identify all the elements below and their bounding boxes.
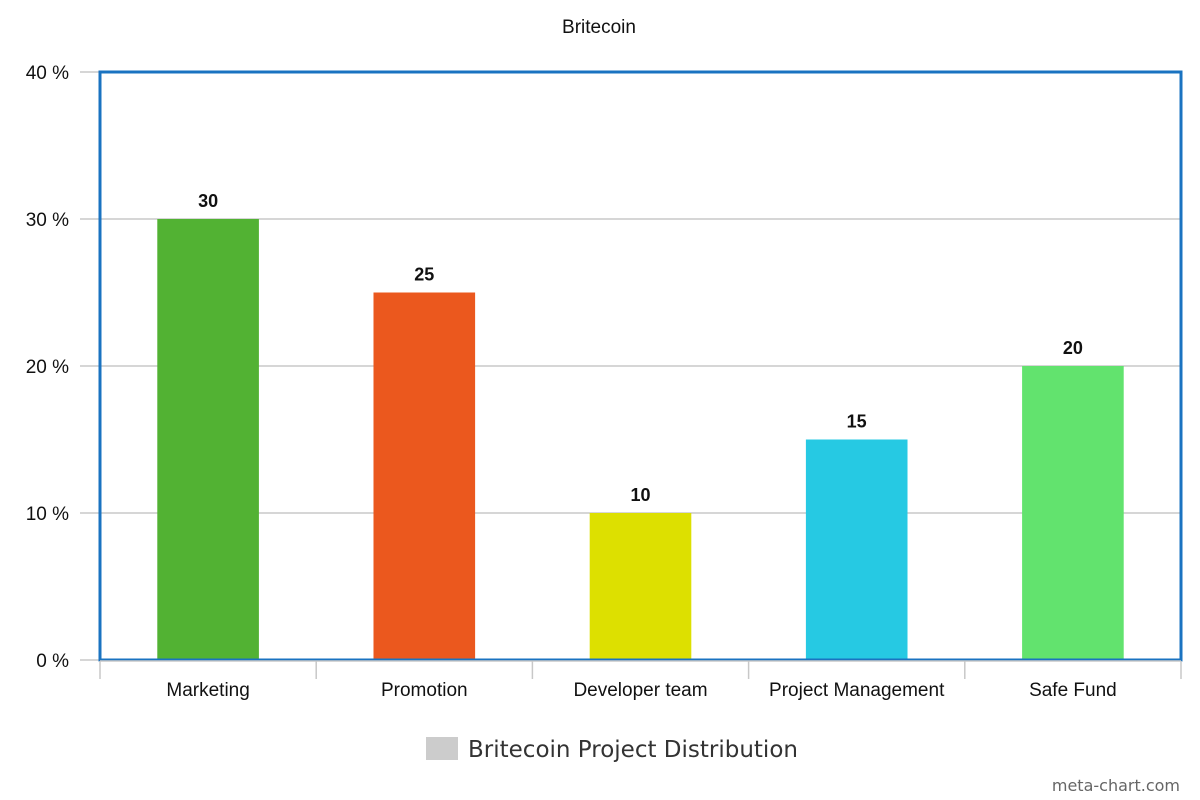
y-tick-label: 0 % (36, 651, 69, 672)
bar-developer-team[interactable] (589, 513, 692, 660)
x-axis: Marketing Promotion Developer team Project … (99, 660, 1182, 701)
y-tick-label: 20 % (26, 357, 69, 378)
bar-safe-fund[interactable] (1022, 366, 1124, 660)
data-label: 20 (1063, 338, 1083, 358)
bars (157, 219, 1124, 661)
x-tick-label: Safe Fund (1029, 680, 1117, 701)
y-axis: 0 % 10 % 20 % 30 % 40 % (26, 63, 69, 672)
legend[interactable]: Britecoin Project Distribution (426, 737, 798, 763)
legend-swatch (426, 737, 458, 760)
x-tick-label: Marketing (166, 680, 249, 701)
plot-frame (98, 70, 1183, 662)
y-tick-label: 30 % (26, 210, 69, 231)
chart-title: Britecoin (562, 17, 636, 38)
data-labels: 30 25 10 15 20 (198, 191, 1083, 505)
data-label: 25 (414, 265, 434, 285)
credit-text[interactable]: meta-chart.com (1052, 776, 1180, 795)
x-tick-label: Developer team (573, 680, 707, 701)
data-label: 10 (630, 485, 650, 505)
legend-label[interactable]: Britecoin Project Distribution (468, 737, 798, 763)
bar-marketing[interactable] (157, 219, 259, 660)
data-label: 15 (847, 412, 867, 432)
x-tick-label: Project Management (769, 680, 945, 701)
y-tick-label: 40 % (26, 63, 69, 84)
y-tick-label: 10 % (26, 504, 69, 525)
bar-promotion[interactable] (373, 292, 476, 661)
data-label: 30 (198, 191, 218, 211)
x-tick-label: Promotion (381, 680, 468, 701)
bar-project-management[interactable] (805, 439, 908, 661)
